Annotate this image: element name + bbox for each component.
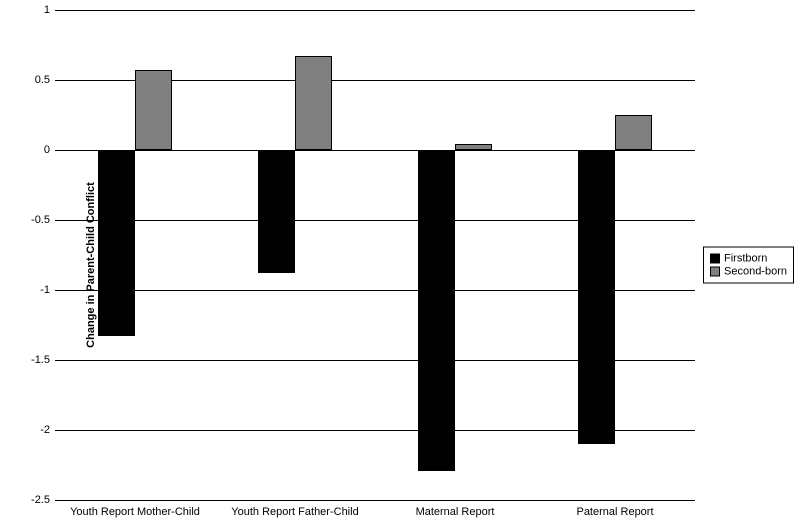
bar: [455, 144, 492, 150]
bar: [615, 115, 652, 150]
bar: [295, 56, 332, 150]
x-tick-label: Maternal Report: [416, 506, 495, 518]
legend: FirstbornSecond-born: [703, 247, 794, 284]
y-tick-label: -1: [20, 284, 50, 296]
legend-swatch: [710, 267, 720, 277]
y-tick-label: 0: [20, 144, 50, 156]
legend-item: Firstborn: [710, 253, 787, 265]
bar: [418, 150, 455, 471]
x-tick-label: Paternal Report: [576, 506, 653, 518]
bar: [258, 150, 295, 273]
x-tick-label: Youth Report Mother-Child: [70, 506, 200, 518]
legend-label: Second-born: [724, 266, 787, 278]
y-tick-label: -1.5: [20, 354, 50, 366]
y-tick-label: 0.5: [20, 74, 50, 86]
y-tick-label: -2.5: [20, 494, 50, 506]
gridline: [55, 10, 695, 11]
bar: [135, 70, 172, 150]
plot-bottom-border: [55, 500, 695, 501]
legend-label: Firstborn: [724, 253, 767, 265]
legend-swatch: [710, 254, 720, 264]
y-tick-label: -0.5: [20, 214, 50, 226]
chart-container: Change in Parent-Child Conflict -2.5-2-1…: [0, 0, 800, 530]
legend-item: Second-born: [710, 266, 787, 278]
bar: [98, 150, 135, 336]
plot-area: -2.5-2-1.5-1-0.500.51Youth Report Mother…: [55, 10, 695, 500]
x-tick-label: Youth Report Father-Child: [231, 506, 358, 518]
bar: [578, 150, 615, 444]
y-tick-label: 1: [20, 4, 50, 16]
y-tick-label: -2: [20, 424, 50, 436]
